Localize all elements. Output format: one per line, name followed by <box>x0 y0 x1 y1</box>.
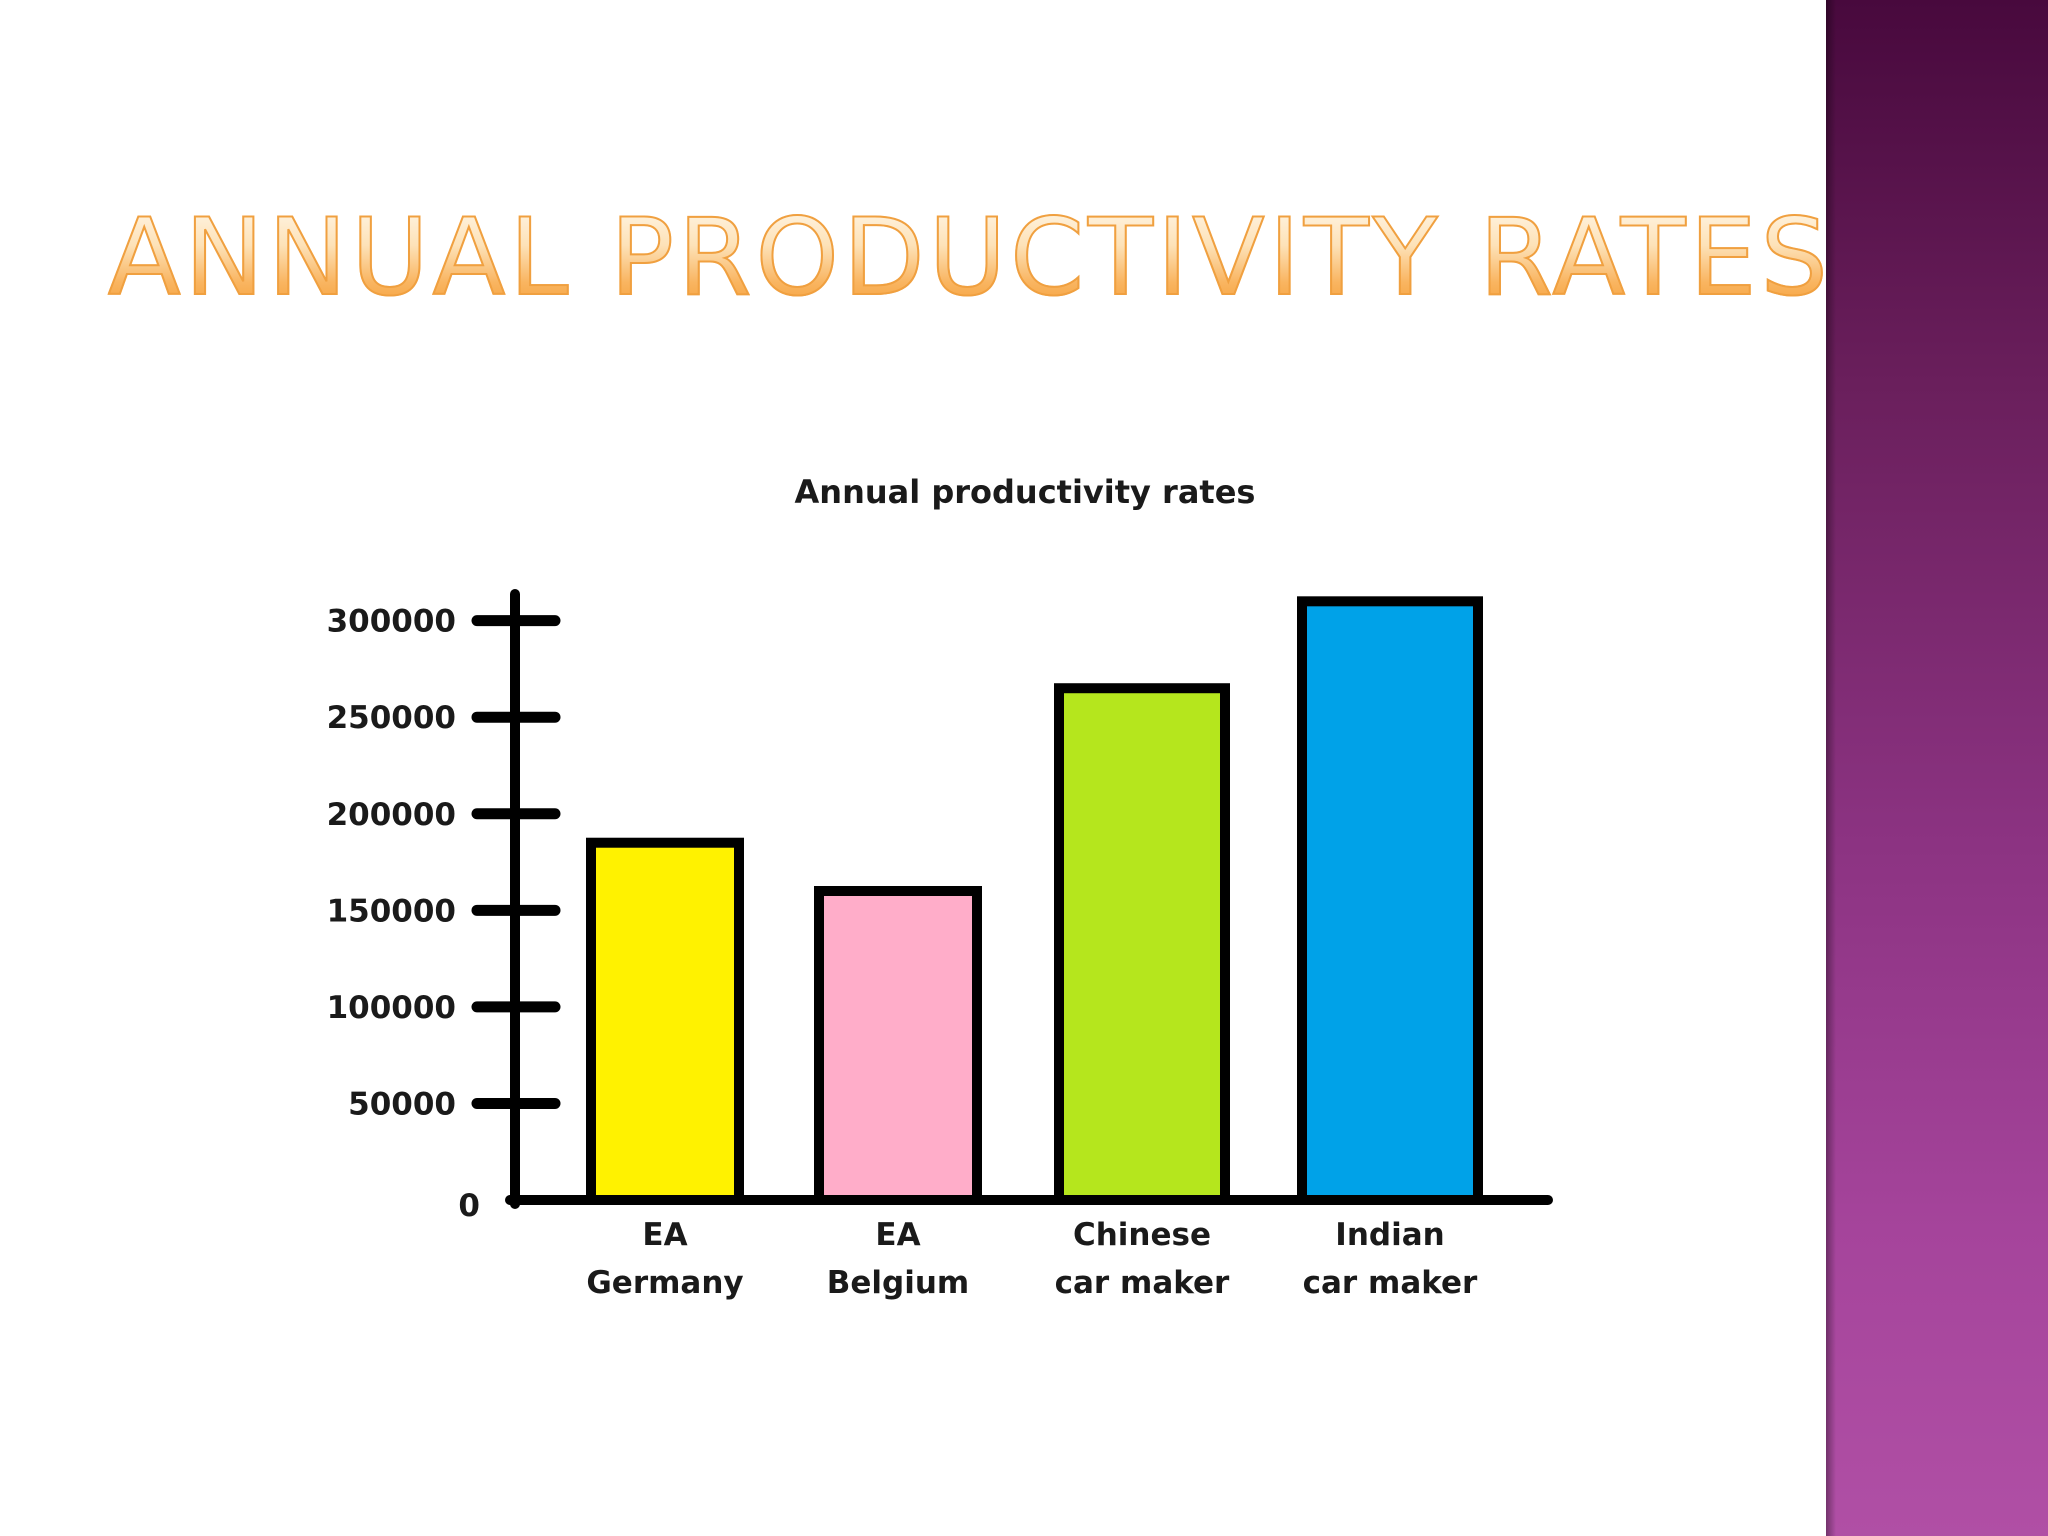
bar-0 <box>586 837 744 1205</box>
y-ticks-layer: 300000 250000 200000 150000 100000 50000 0 <box>327 604 561 1224</box>
bars-layer <box>586 596 1483 1205</box>
y-tick-label-1: 250000 <box>327 700 456 736</box>
y-tick-label-6: 0 <box>458 1188 480 1224</box>
y-tick-label-3: 150000 <box>327 893 456 929</box>
category-labels-layer: EA Germany EA Belgium Chinese car maker Indian… <box>586 1217 1478 1301</box>
side-band-shadow <box>1826 0 1836 1536</box>
chart-title: Annual productivity rates <box>795 473 1256 511</box>
bar-2 <box>1054 683 1230 1205</box>
category-label-1: EA Belgium <box>827 1217 969 1301</box>
y-tick-label-2: 200000 <box>327 797 456 833</box>
category-label-3: Indian car maker <box>1303 1217 1478 1301</box>
y-tick-label-4: 100000 <box>327 990 456 1026</box>
y-tick-label-5: 50000 <box>348 1086 456 1122</box>
bar-1 <box>814 886 982 1205</box>
category-label-2: Chinese car maker <box>1055 1217 1230 1301</box>
category-label-0: EA Germany <box>586 1217 743 1301</box>
slide-title: Annual Productivity Rates <box>107 195 1832 320</box>
side-decorative-band <box>1826 0 2048 1536</box>
bar-3 <box>1297 596 1483 1205</box>
y-tick-label-0: 300000 <box>327 604 456 640</box>
